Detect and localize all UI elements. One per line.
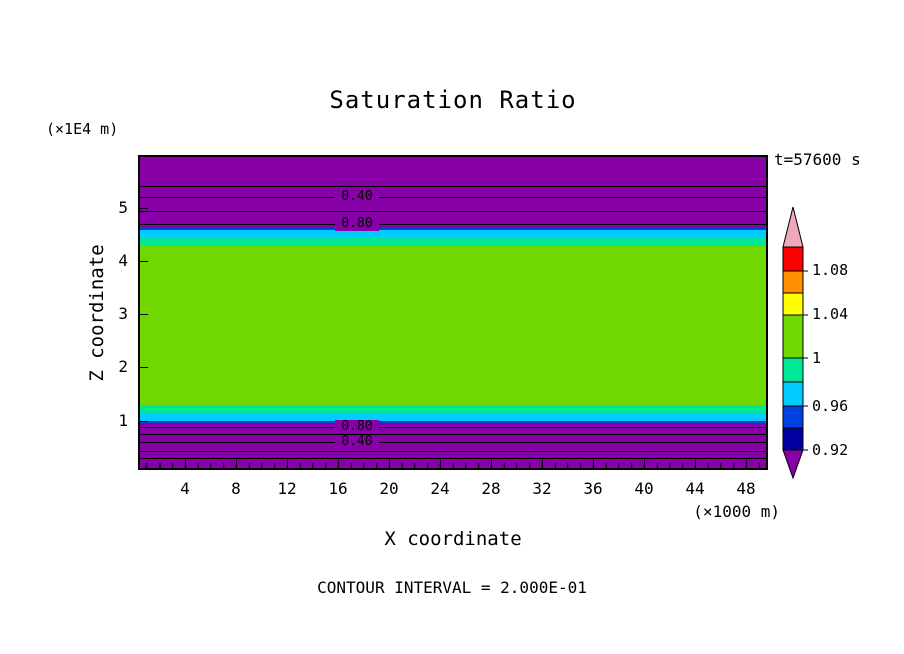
x-tick-mark: [236, 460, 237, 468]
z-tick-mark: [140, 314, 148, 315]
fill-band-purple-bottom: [140, 423, 766, 468]
contour-line: [140, 451, 766, 452]
colorbar-segment-red: [782, 246, 804, 272]
contour-interval-label: CONTOUR INTERVAL = 2.000E-01: [317, 578, 587, 597]
fill-band-springgreen-top: [140, 238, 766, 246]
x-tick-mark: [287, 460, 288, 468]
contour-label-top-040: 0.40: [335, 190, 379, 204]
x-tick-mark: [695, 460, 696, 468]
z-axis-units-label: (×1E4 m): [46, 120, 119, 138]
z-tick-label: 3: [118, 304, 128, 323]
x-axis-title: X coordinate: [384, 528, 522, 550]
z-tick-label: 4: [118, 251, 128, 270]
colorbar-label: 1: [812, 349, 822, 367]
colorbar-segment-cyan: [782, 381, 804, 407]
time-annotation: t=57600 s: [774, 150, 861, 169]
contour-line: [140, 458, 766, 459]
x-tick-label: 4: [180, 479, 190, 498]
x-tick-label: 8: [231, 479, 241, 498]
contour-line: [140, 211, 766, 212]
fill-band-springgreen-bottom: [140, 405, 766, 413]
contour-label-top-080: 0.80: [335, 217, 379, 231]
x-tick-label: 16: [328, 479, 348, 498]
x-tick-label: 48: [736, 479, 756, 498]
z-tick-mark: [140, 261, 148, 262]
colorbar-segment-springgreen: [782, 357, 804, 383]
contour-label-bottom-080: 0.80: [335, 420, 379, 434]
fill-band-chartreuse-core: [140, 246, 766, 405]
x-tick-label: 40: [634, 479, 654, 498]
colorbar-segment-chartreuse: [782, 314, 804, 359]
z-tick-mark: [140, 421, 148, 422]
colorbar: [782, 206, 808, 480]
x-tick-label: 44: [685, 479, 705, 498]
x-minor-ticks: [140, 463, 766, 468]
x-axis-units-label: (×1000 m): [693, 502, 780, 521]
x-tick-mark: [389, 460, 390, 468]
x-tick-mark: [185, 460, 186, 468]
x-tick-mark: [644, 460, 645, 468]
x-tick-label: 20: [379, 479, 399, 498]
x-tick-mark: [338, 460, 339, 468]
colorbar-segment-blue: [782, 405, 804, 429]
x-tick-label: 24: [430, 479, 450, 498]
x-tick-mark: [593, 460, 594, 468]
x-tick-mark: [746, 460, 747, 468]
colorbar-label: 1.08: [812, 261, 849, 279]
fill-band-cyan-top: [140, 230, 766, 238]
contour-line: [140, 224, 766, 225]
contour-label-bottom-040: 0.40: [335, 435, 379, 449]
colorbar-segment-orange: [782, 270, 804, 294]
fill-band-cyan-bottom: [140, 413, 766, 421]
contour-line: [140, 427, 766, 428]
contour-line: [140, 186, 766, 187]
z-tick-mark: [140, 367, 148, 368]
x-tick-label: 12: [277, 479, 297, 498]
x-tick-label: 28: [481, 479, 501, 498]
plot-area: 0.40 0.80 0.80 0.40: [138, 155, 768, 470]
z-tick-mark: [140, 208, 148, 209]
fill-band-blue-line-bottom: [140, 421, 766, 423]
page-title: Saturation Ratio: [329, 86, 577, 114]
z-tick-label: 1: [118, 411, 128, 430]
colorbar-segment-navy: [782, 427, 804, 451]
colorbar-segment-yellow: [782, 292, 804, 316]
x-tick-mark: [542, 460, 543, 468]
x-tick-label: 32: [532, 479, 552, 498]
colorbar-label: 0.92: [812, 441, 849, 459]
contour-line: [140, 442, 766, 443]
x-tick-mark: [440, 460, 441, 468]
x-tick-mark: [491, 460, 492, 468]
fill-band-purple-top: [140, 157, 766, 228]
x-tick-label: 36: [583, 479, 603, 498]
contour-line: [140, 434, 766, 435]
fill-band-blue-line-top: [140, 228, 766, 230]
colorbar-label: 1.04: [812, 305, 849, 323]
colorbar-segment-pink: [782, 206, 804, 248]
contour-line: [140, 197, 766, 198]
z-tick-label: 5: [118, 198, 128, 217]
z-tick-label: 2: [118, 357, 128, 376]
z-axis-title: Z coordinate: [86, 244, 108, 382]
colorbar-label: 0.96: [812, 397, 849, 415]
colorbar-segment-purple: [782, 449, 804, 480]
